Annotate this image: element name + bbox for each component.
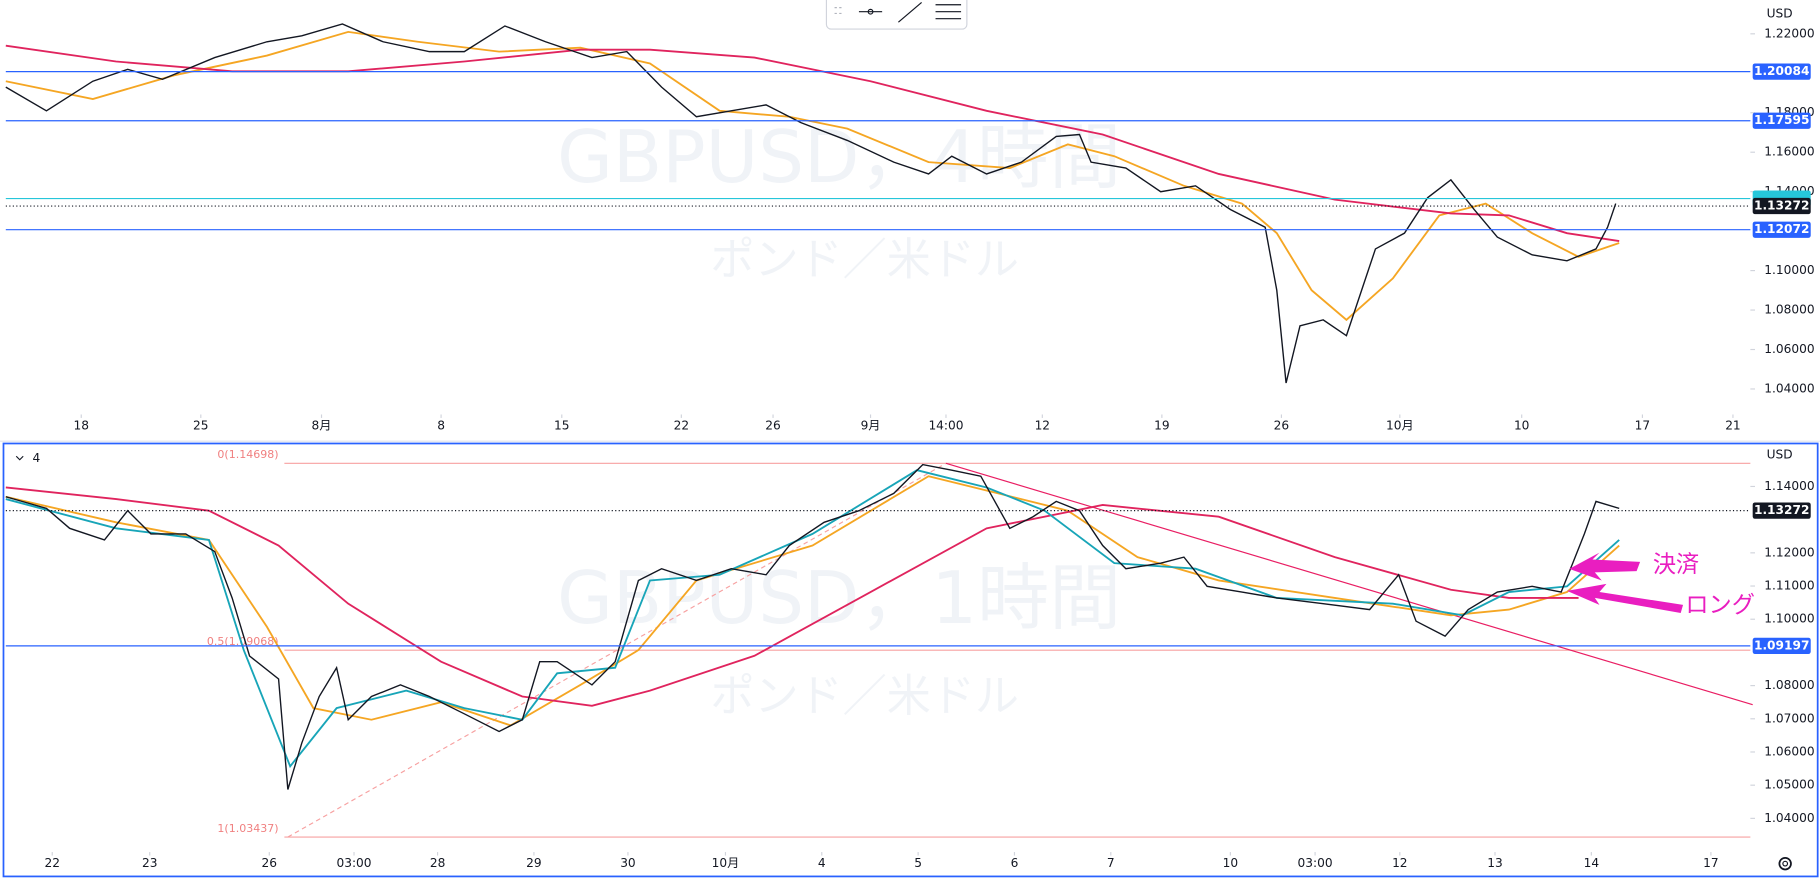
x-tick-label: 15	[554, 419, 570, 433]
x-tick-label: 17	[1703, 856, 1719, 870]
x-tick-label: 21	[1725, 419, 1741, 433]
price-line	[5, 463, 1620, 790]
grip	[834, 7, 842, 15]
y-tick-label: 1.08000	[1764, 303, 1814, 317]
y-tick-label: 1.22000	[1764, 26, 1814, 40]
annotation-arrows	[1566, 552, 1684, 613]
annotation: 決済	[1653, 551, 1699, 578]
y-tick-label: 1.04000	[1764, 381, 1814, 395]
y-tick-label: 1.07000	[1764, 711, 1814, 725]
x-tick-label: 25	[193, 419, 209, 433]
level-label: 1.09197	[1754, 638, 1809, 652]
watermark-sub: ポンド／米ドル	[710, 671, 1019, 722]
annotation: ロング	[1685, 591, 1755, 618]
x-tick-label: 26	[262, 856, 278, 870]
currency: USD	[1767, 448, 1793, 462]
x-tick-label: 10月	[1386, 419, 1414, 433]
y-tick-label: 1.10000	[1764, 612, 1814, 626]
tool-trend[interactable]	[898, 1, 922, 23]
level-label: 1.12072	[1754, 222, 1809, 236]
x-tick-label: 23	[142, 856, 158, 870]
x-tick-label: 10月	[712, 856, 740, 870]
currency: USD	[1767, 7, 1793, 21]
settings-gear[interactable]	[1778, 856, 1792, 871]
y-tick-label: 1.14000	[1764, 479, 1814, 493]
price-line	[5, 30, 1620, 322]
y-tick-label: 1.06000	[1764, 744, 1814, 758]
x-tick-label: 12	[1035, 419, 1051, 433]
y-tick-label: 1.08000	[1764, 678, 1814, 692]
level-label: 1.17595	[1754, 113, 1809, 127]
x-tick-label: 29	[526, 856, 542, 870]
x-tick-label: 03:00	[1298, 856, 1333, 870]
x-tick-label: 10	[1223, 856, 1239, 870]
arrow-exit	[1569, 552, 1641, 581]
toolbar-box	[825, 0, 968, 30]
level-box	[1752, 112, 1811, 129]
trend-line	[945, 462, 1753, 706]
y-tick-label: 1.06000	[1764, 342, 1814, 356]
x-tick-label: 13	[1487, 856, 1503, 870]
level-box	[1752, 197, 1811, 215]
watermark: GBPUSD，1時間	[557, 556, 1121, 640]
badge-text: 4	[33, 451, 41, 465]
x-tick-label: 12	[1392, 856, 1408, 870]
x-tick-label: 22	[44, 856, 60, 870]
level-box	[1752, 502, 1811, 519]
x-tick-label: 4	[818, 856, 826, 870]
x-tick-label: 6	[1011, 856, 1019, 870]
x-tick-label: 28	[430, 856, 446, 870]
price-line	[5, 486, 1579, 707]
x-tick-label: 5	[914, 856, 922, 870]
price-line	[5, 23, 1617, 384]
x-tick-label: 14	[1584, 856, 1600, 870]
x-tick-label: 18	[74, 419, 90, 433]
level-label: 1.13272	[1754, 503, 1809, 517]
level-label: 1.13272	[1754, 199, 1809, 213]
x-tick-label: 8	[437, 419, 445, 433]
x-tick-label: 14:00	[928, 419, 963, 433]
fib-label: 0(1.14698)	[217, 448, 278, 461]
x-tick-label: 26	[1274, 419, 1290, 433]
fib-label: 0.5(1.09068)	[207, 635, 279, 648]
drawing-toolbar[interactable]	[825, 0, 968, 30]
y-tick-label: 1.05000	[1764, 778, 1814, 792]
y-tick-label: 1.12000	[1764, 545, 1814, 559]
x-tick-label: 9月	[861, 419, 881, 433]
gear	[1778, 856, 1792, 871]
x-tick-label: 19	[1154, 419, 1170, 433]
x-tick-label: 10	[1514, 419, 1530, 433]
x-tick-label: 17	[1635, 419, 1651, 433]
level-box	[1752, 637, 1811, 655]
chevron	[15, 455, 24, 461]
tool-fib[interactable]	[935, 4, 962, 20]
x-tick-label: 26	[765, 419, 780, 433]
interval-badge[interactable]: 4	[15, 451, 41, 465]
price-line	[5, 469, 1620, 769]
x-tick-label: 8月	[312, 419, 332, 433]
tool-horizontal[interactable]	[858, 8, 883, 15]
x-tick-label: 22	[674, 419, 689, 433]
x-tick-label: 03:00	[336, 856, 371, 870]
fib-label: 1(1.03437)	[217, 822, 278, 835]
level-label: 1.20084	[1754, 64, 1809, 78]
x-tick-label: 30	[620, 856, 635, 870]
x-tick-label: 7	[1107, 856, 1115, 870]
price-line	[5, 475, 1620, 727]
fib-anchor	[287, 462, 947, 838]
watermark-sub: ポンド／米ドル	[710, 234, 1019, 285]
y-tick-label: 1.04000	[1764, 811, 1814, 825]
active-pane-border	[2, 442, 1819, 878]
y-tick-label: 1.11000	[1764, 579, 1814, 593]
arrow-long	[1566, 583, 1684, 613]
gear-hub	[1782, 860, 1789, 867]
level-box	[1752, 63, 1811, 80]
y-tick-label: 1.16000	[1764, 145, 1814, 159]
y-tick-label: 1.10000	[1764, 263, 1814, 277]
level-box	[1752, 221, 1811, 238]
